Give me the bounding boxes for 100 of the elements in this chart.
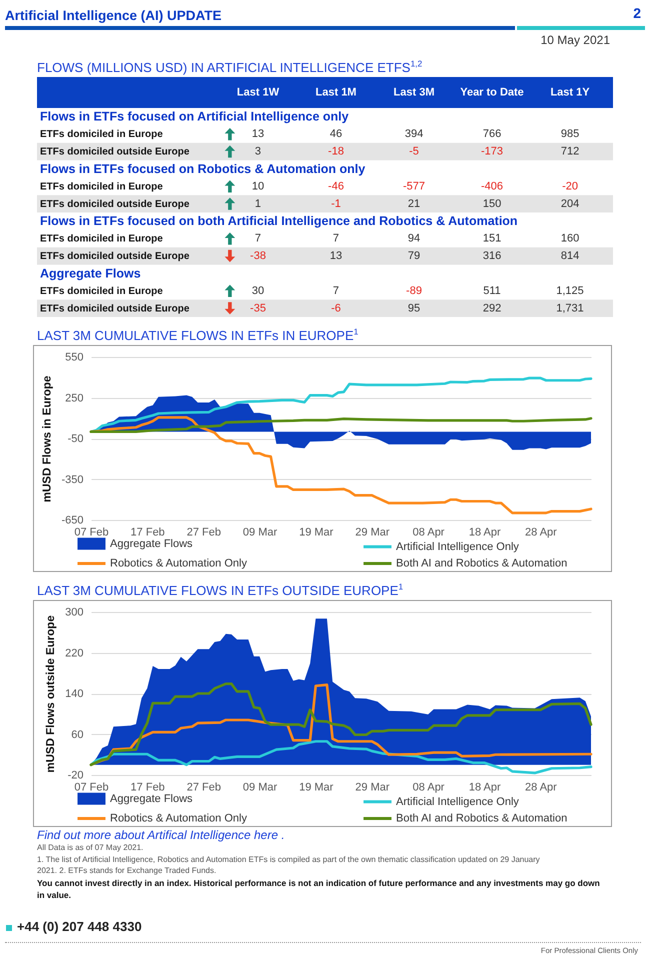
text: All Data is as of 07 May 2021. xyxy=(37,843,144,852)
legend-label: Robotics & Automation Only xyxy=(110,558,248,570)
text: +44 (0) 207 448 4330 xyxy=(17,919,142,934)
data-label: 160 xyxy=(560,232,580,245)
x-tick-label: 19 Mar xyxy=(299,782,334,794)
x-tick-label: 08 Apr xyxy=(412,782,445,794)
y-tick-label: Flows in ETFs focused on Robotics & Automation only xyxy=(40,162,366,176)
data-label: 204 xyxy=(560,198,580,210)
data-label: 13 xyxy=(252,128,264,140)
x-tick-label: 18 Apr xyxy=(468,526,501,538)
data-label: 1 xyxy=(254,198,262,210)
data-label: -20 xyxy=(562,180,578,192)
y-tick-label: 140 xyxy=(65,688,84,700)
chart-title: LAST 3M CUMULATIVE FLOWS IN ETFs IN EUROPE$^{1}$ xyxy=(36,326,360,345)
y-axis-title: mUSD Flows outside Europe xyxy=(45,615,58,773)
x-tick-label: Year to Date xyxy=(460,86,524,98)
text: Find out more about Artifical Intelligence here . xyxy=(37,828,285,842)
legend-label: Artificial Intelligence Only xyxy=(396,796,520,808)
y-tick-label: ETFs domiciled in Europe xyxy=(40,286,164,297)
data-label: -173 xyxy=(480,146,504,158)
y-tick-label: Flows in ETFs focused on both Artificial Intelligence and Robotics & Automation xyxy=(40,214,518,228)
x-tick-label: 27 Feb xyxy=(186,526,221,538)
x-tick-label: 18 Apr xyxy=(468,782,501,794)
data-label: 1,125 xyxy=(556,284,584,297)
legend-label: Robotics & Automation Only xyxy=(110,812,248,824)
text: 10 May 2021 xyxy=(540,33,610,47)
legend-label: Both AI and Robotics & Automation xyxy=(396,812,568,824)
x-tick-label: 07 Feb xyxy=(74,526,109,538)
y-tick-label: Flows in ETFs focused on Artificial Intelligence only xyxy=(40,110,349,124)
data-label: 7 xyxy=(332,284,340,297)
data-label: -406 xyxy=(480,180,504,192)
data-label: 3 xyxy=(254,146,262,158)
legend-label: Artificial Intelligence Only xyxy=(396,540,520,553)
y-tick-label: 550 xyxy=(65,352,84,364)
text: Artificial Intelligence (AI) UPDATE xyxy=(5,8,222,23)
x-tick-label: Last 1M xyxy=(316,86,356,98)
x-tick-label: 09 Mar xyxy=(242,782,278,794)
data-label: 30 xyxy=(252,284,264,297)
data-label: -18 xyxy=(328,146,344,158)
data-label: 94 xyxy=(408,232,420,245)
data-label: 814 xyxy=(560,250,580,262)
data-label: 511 xyxy=(483,284,501,297)
x-tick-label: 17 Feb xyxy=(130,526,165,538)
data-label: 394 xyxy=(404,128,424,140)
y-tick-label: -50 xyxy=(68,433,84,445)
x-tick-label: 08 Apr xyxy=(412,526,445,538)
x-tick-label: 29 Mar xyxy=(355,526,390,538)
data-label: 151 xyxy=(482,232,502,245)
y-tick-label: 300 xyxy=(65,606,84,618)
data-label: -38 xyxy=(250,250,266,262)
data-label: 13 xyxy=(330,250,342,262)
data-label: 7 xyxy=(332,232,340,245)
x-tick-label: 19 Mar xyxy=(299,526,334,538)
x-tick-label: Last 1W xyxy=(236,86,280,98)
x-tick-label: Last 1Y xyxy=(550,86,590,98)
data-label: -46 xyxy=(328,180,344,192)
data-label: -89 xyxy=(406,284,422,297)
data-label: 150 xyxy=(482,198,502,210)
x-tick-label: 28 Apr xyxy=(525,526,558,538)
y-tick-label: ETFs domiciled in Europe xyxy=(40,181,164,192)
x-tick-label: 07 Feb xyxy=(74,782,109,794)
y-tick-label: 60 xyxy=(71,728,84,741)
data-label: 712 xyxy=(560,146,580,158)
y-tick-label: ETFs domiciled outside Europe xyxy=(40,198,190,210)
y-tick-label: 250 xyxy=(65,392,84,404)
data-label: 21 xyxy=(408,198,420,210)
data-label: 79 xyxy=(408,250,420,262)
y-axis-title: mUSD Flows in Europe xyxy=(41,376,54,502)
data-label: -6 xyxy=(331,302,341,314)
data-label: 46 xyxy=(330,128,342,140)
data-label: 316 xyxy=(482,250,502,262)
x-tick-label: 27 Feb xyxy=(186,782,221,794)
data-label: -35 xyxy=(250,302,266,314)
data-label: 766 xyxy=(482,128,502,140)
chart-title: FLOWS (MILLIONS USD) IN ARTIFICIAL INTELLIGENCE ETFS$^{1,2}$ xyxy=(37,58,424,77)
data-label: 7 xyxy=(254,232,262,245)
x-tick-label: 17 Feb xyxy=(130,782,165,794)
x-tick-label: 28 Apr xyxy=(525,782,558,794)
chart-title: LAST 3M CUMULATIVE FLOWS IN ETFs OUTSIDE EUROPE$^{1}$ xyxy=(36,582,404,600)
y-tick-label: Aggregate Flows xyxy=(40,266,141,280)
data-label: 985 xyxy=(560,128,580,140)
data-label: 10 xyxy=(252,180,264,192)
y-tick-label: ETFs domiciled outside Europe xyxy=(40,251,190,262)
x-tick-label: 29 Mar xyxy=(355,782,390,794)
text: 2 xyxy=(633,5,641,21)
y-tick-label: 220 xyxy=(65,647,84,660)
y-tick-label: -350 xyxy=(61,474,84,486)
text: 1. The list of Artificial Intelligence, Robotics and Automation ETFs is compiled as part of the own thematic classification updated on 29 January 2021. 2. ETFs stands for Exchange Traded Funds. xyxy=(37,854,541,876)
data-label: -577 xyxy=(402,180,426,192)
text: You cannot invest directly in an index. Historical performance is not an indication of future performance and any investments may go down in value. xyxy=(37,877,601,901)
y-tick-label: -650 xyxy=(61,514,84,526)
data-label: 292 xyxy=(482,302,502,314)
x-tick-label: 09 Mar xyxy=(242,526,278,538)
y-tick-label: ETFs domiciled outside Europe xyxy=(40,303,190,314)
data-label: -1 xyxy=(331,198,341,210)
data-label: -5 xyxy=(409,146,419,158)
y-tick-label: ETFs domiciled in Europe xyxy=(40,234,164,245)
y-tick-label: ETFs domiciled outside Europe xyxy=(40,146,190,158)
data-label: 1,731 xyxy=(556,302,584,314)
data-label: 95 xyxy=(408,302,420,314)
